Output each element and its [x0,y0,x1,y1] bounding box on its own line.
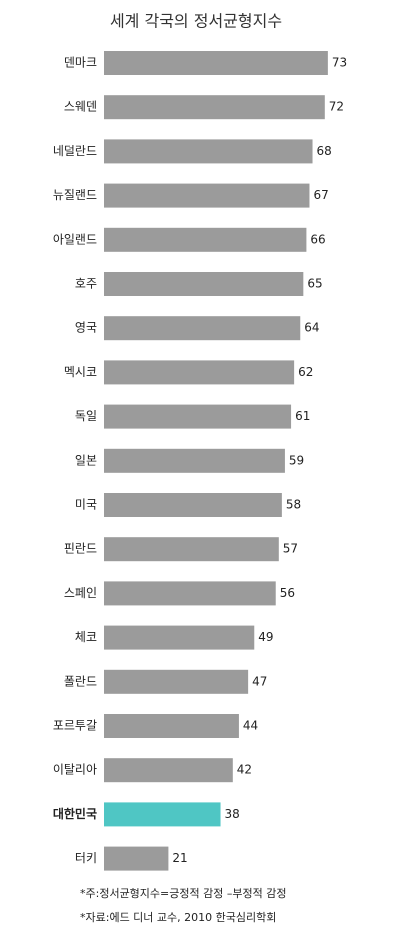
value-label: 66 [310,232,325,246]
bar [104,95,325,120]
category-label: 영국 [75,321,97,335]
value-label: 65 [307,277,322,291]
value-label: 44 [243,719,258,733]
category-label: 핀란드 [64,542,97,556]
footnote: *주:정서균형지수=긍정적 감정 –부정적 감정 [80,887,286,900]
value-label: 42 [237,763,252,777]
bar [104,537,279,562]
category-label: 아일랜드 [53,232,97,246]
bar [104,272,304,296]
value-label: 38 [225,807,240,821]
bar [104,316,301,341]
category-label: 포르투갈 [53,719,97,733]
bar [104,404,292,429]
chart-title: 세계 각국의 정서균형지수 [110,12,282,31]
bar [104,669,249,694]
value-label: 56 [280,586,295,600]
bar [104,846,169,871]
bar [104,802,221,827]
bar [104,51,328,75]
bar [104,758,233,783]
category-label: 네덜란드 [53,144,97,158]
value-label: 47 [252,674,267,688]
category-label: 체코 [75,630,97,644]
category-label: 멕시코 [64,365,97,379]
footnote: *자료:에드 디너 교수, 2010 한국심리학회 [80,911,276,924]
bar [104,625,255,650]
category-label: 대한민국 [53,806,97,821]
value-label: 62 [298,365,313,379]
value-label: 64 [304,321,319,335]
value-label: 49 [258,630,273,644]
bar [104,183,310,208]
category-label: 터키 [75,851,97,865]
value-label: 73 [332,56,347,70]
value-label: 72 [329,100,344,114]
value-label: 57 [283,542,298,556]
bar [104,227,307,252]
category-label: 뉴질랜드 [53,188,97,202]
bar [104,360,295,385]
category-label: 미국 [75,498,97,512]
bar [104,581,276,606]
category-label: 폴란드 [64,674,97,688]
category-label: 일본 [75,453,97,467]
bar [104,448,285,473]
category-label: 스웨덴 [64,100,97,114]
bar [104,139,313,164]
category-label: 이탈리아 [53,763,97,777]
value-label: 61 [295,409,310,423]
category-label: 호주 [75,277,97,291]
category-label: 독일 [75,409,97,423]
bar [104,714,239,738]
value-label: 67 [313,188,328,202]
value-label: 21 [172,851,187,865]
value-label: 59 [289,453,304,467]
value-label: 68 [317,144,332,158]
value-label: 58 [286,498,301,512]
category-label: 스페인 [64,586,97,600]
category-label: 덴마크 [64,56,97,70]
bar [104,493,282,517]
